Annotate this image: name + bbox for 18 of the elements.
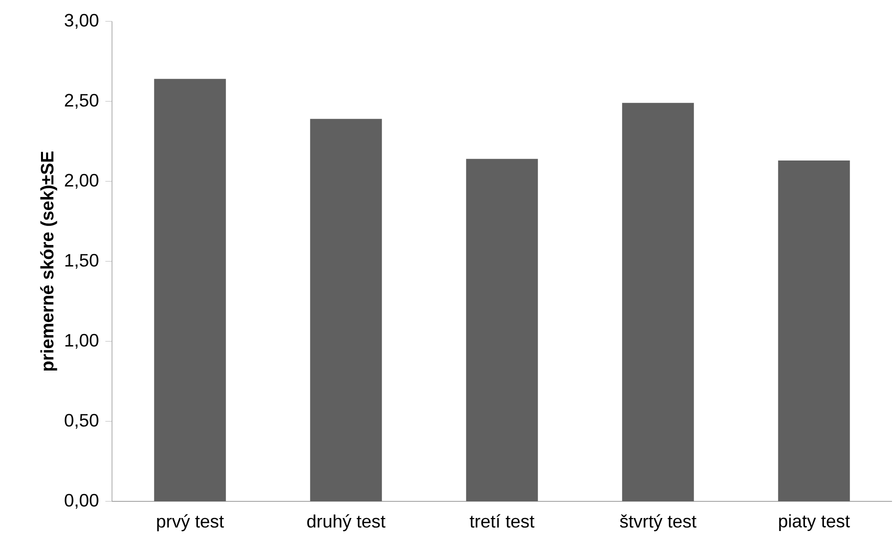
bar bbox=[154, 78, 226, 502]
x-tick-label: tretí test bbox=[470, 514, 534, 528]
x-tick-label: prvý test bbox=[157, 514, 224, 532]
y-tick-label: 2,00 bbox=[64, 174, 98, 189]
x-tick-label: druhý test bbox=[307, 514, 386, 532]
x-tick-label: piaty test bbox=[779, 514, 850, 532]
y-tick-label: 0,50 bbox=[64, 414, 98, 429]
y-tick-label: 2,50 bbox=[64, 94, 98, 109]
y-tick-label: 0,00 bbox=[64, 494, 98, 509]
bar bbox=[310, 118, 382, 502]
y-axis-title: priemerné skóre (sek)±SE bbox=[40, 152, 58, 371]
x-tick-label: štvrtý test bbox=[620, 514, 696, 532]
bar bbox=[778, 160, 850, 502]
y-tick-label: 1,50 bbox=[65, 254, 98, 269]
y-tick-label: 1,00 bbox=[65, 334, 98, 349]
bar bbox=[466, 158, 538, 502]
bar bbox=[622, 102, 694, 502]
y-tick-label: 3,00 bbox=[64, 14, 98, 29]
